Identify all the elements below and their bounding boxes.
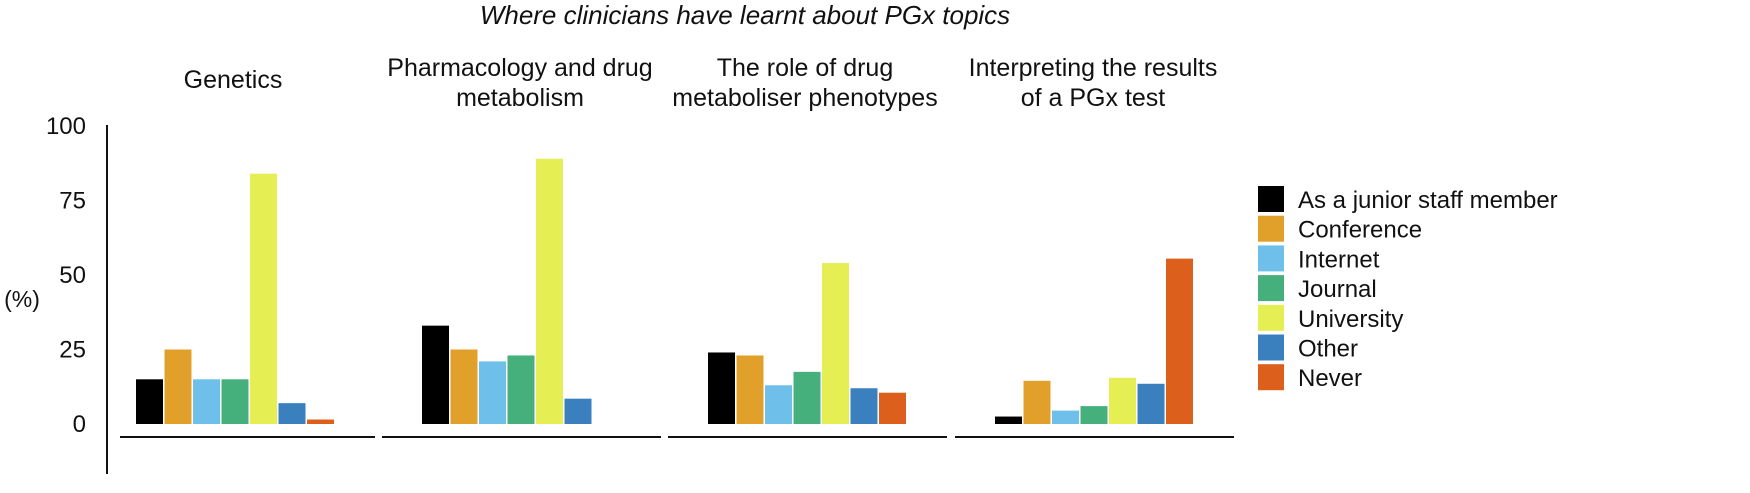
bar-other (1137, 383, 1165, 424)
y-tick-label: 100 (46, 113, 86, 140)
y-tick-label: 25 (59, 337, 86, 364)
panel-title: Genetics (184, 66, 283, 94)
legend-swatch (1258, 304, 1284, 331)
y-axis-label: (%) (4, 286, 40, 312)
y-tick-label: 50 (59, 262, 86, 289)
legend-label: As a junior staff member (1298, 187, 1558, 214)
bar-conference (1023, 380, 1051, 424)
legend-swatch (1258, 215, 1284, 242)
panel-title: metaboliser phenotypes (672, 84, 937, 112)
legend-label: Internet (1298, 246, 1380, 273)
legend-swatch (1258, 245, 1284, 272)
bar-university (822, 263, 849, 424)
bar-as-a-junior-staff-member (995, 416, 1022, 424)
panel-title: metabolism (456, 84, 584, 112)
y-tick-label: 75 (59, 188, 86, 215)
panel-title: Pharmacology and drug (387, 54, 652, 82)
legend-swatch (1258, 275, 1284, 302)
legend-label: Conference (1298, 217, 1422, 244)
panel-title: The role of drug (717, 54, 894, 82)
legend-label: University (1298, 306, 1403, 333)
legend-swatch (1258, 334, 1284, 361)
panel-title: Interpreting the results (969, 54, 1218, 82)
bar-university (250, 173, 277, 424)
bar-university (536, 158, 563, 424)
legend-label: Other (1298, 336, 1358, 363)
bar-journal (1080, 406, 1108, 424)
bar-conference (450, 349, 478, 424)
legend: As a junior staff member ConferenceIntern… (1258, 186, 1558, 392)
legend-swatch (1258, 364, 1284, 391)
chart-title: Where clinicians have learnt about PGx t… (480, 0, 1010, 30)
bar-conference (164, 349, 192, 424)
panel-title: of a PGx test (1021, 84, 1166, 112)
bar-as-a-junior-staff-member (708, 352, 735, 424)
y-ticks: 0 25 50 75 100 (46, 113, 86, 438)
panels: Genetics Pharmacology and drugmetabolismT… (120, 54, 1234, 438)
bar-internet (479, 361, 506, 424)
bar-internet (1052, 410, 1079, 424)
bar-never (307, 419, 334, 424)
bar-as-a-junior-staff-member (422, 325, 449, 424)
bar-journal (221, 379, 249, 424)
bar-university (1109, 377, 1136, 424)
bar-internet (193, 379, 220, 424)
panel-1: Genetics (120, 66, 375, 438)
legend-label: Journal (1298, 276, 1377, 303)
bar-conference (736, 355, 764, 424)
bar-other (564, 398, 592, 424)
bar-never (1166, 258, 1193, 424)
bar-journal (507, 355, 535, 424)
y-tick-label: 0 (73, 411, 86, 438)
bar-journal (793, 371, 821, 424)
bar-as-a-junior-staff-member (136, 379, 163, 424)
bar-other (850, 388, 878, 424)
legend-swatch (1258, 186, 1284, 212)
bar-other (278, 403, 306, 424)
bar-internet (765, 385, 792, 424)
bar-never (879, 392, 906, 424)
legend-label: Never (1298, 365, 1362, 392)
